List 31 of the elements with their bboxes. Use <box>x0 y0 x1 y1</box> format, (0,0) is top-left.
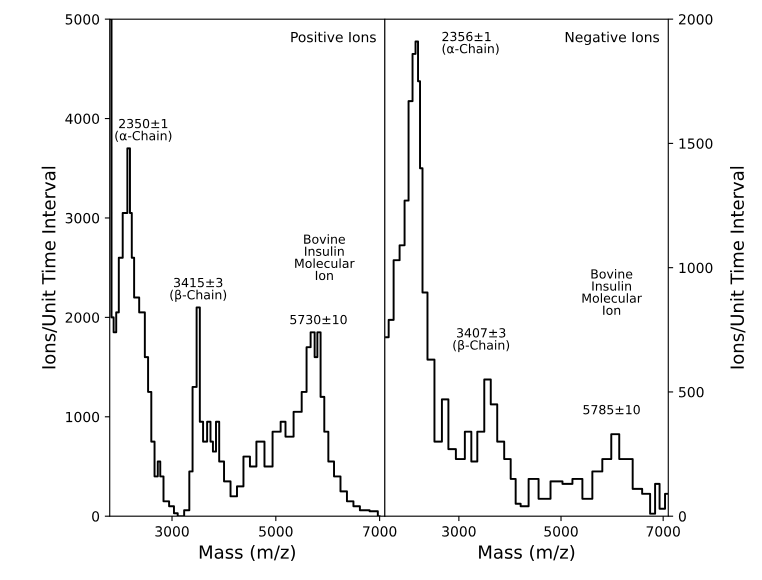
y2-axis-title: Ions/Unit Time Interval <box>730 166 746 368</box>
x-tick-label: 7000 <box>363 526 396 537</box>
y-tick-label: 4000 <box>65 114 100 124</box>
y-tick-label: 0 <box>92 511 100 522</box>
x-axis-title: Mass (m/z) <box>479 544 574 562</box>
x-tick-label: 5000 <box>259 526 293 537</box>
x-tick-label: 3000 <box>155 526 189 537</box>
y-tick-label: 1000 <box>66 412 100 422</box>
annotation: Positive Ions <box>291 32 376 42</box>
annotation: 2356±1 (α-Chain) <box>442 32 499 55</box>
annotation: 2350±1 (α-Chain) <box>115 118 172 142</box>
annotation: Bovine Insulin Molecular Ion <box>582 268 642 315</box>
x-tick-label: 7000 <box>646 526 680 537</box>
annotation: 5785±10 <box>583 404 640 414</box>
y-tick-label: 5000 <box>66 14 100 25</box>
x-tick-label: 5000 <box>544 526 578 537</box>
y2-tick-label: 1000 <box>680 262 712 274</box>
annotation: Negative Ions <box>566 32 660 46</box>
y2-tick-label: 2000 <box>679 14 712 25</box>
x-tick-label: 3000 <box>442 526 476 537</box>
y2-tick-label: 500 <box>679 386 704 398</box>
annotation: 3415±3 (β-Chain) <box>170 278 226 302</box>
x-axis-title: Mass (m/z) <box>200 544 295 562</box>
y2-tick-label: 1500 <box>680 138 712 149</box>
annotation: Bovine Insulin Molecular Ion <box>295 234 355 280</box>
y2-tick-label: 0 <box>678 511 686 522</box>
annotation: 3407±3 (β-Chain) <box>453 328 510 352</box>
annotation: 5730±10 <box>290 314 347 324</box>
y-tick-label: 2000 <box>66 312 100 323</box>
y-axis-title: Ions/Unit Time Interval <box>42 166 58 368</box>
y-tick-label: 3000 <box>66 212 100 224</box>
